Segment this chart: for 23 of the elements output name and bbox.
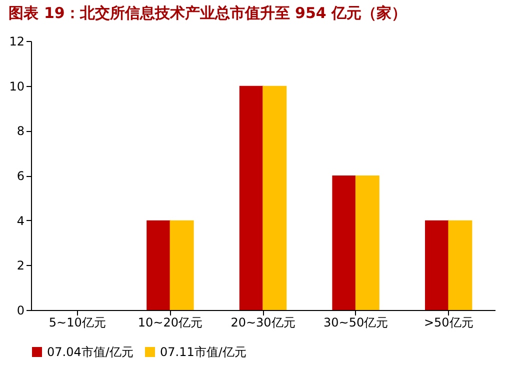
bar <box>239 86 264 310</box>
bar <box>332 176 356 310</box>
y-tick-label: 0 <box>16 304 24 318</box>
bar <box>262 86 287 310</box>
y-tick-label: 12 <box>9 34 24 48</box>
y-tick-label: 4 <box>16 214 24 228</box>
y-tick-label: 6 <box>16 169 24 183</box>
chart-title: 图表 19：北交所信息技术产业总市值升至 954 亿元（家） <box>8 4 407 22</box>
legend-label: 07.11市值/亿元 <box>160 345 246 359</box>
legend-label: 07.04市值/亿元 <box>47 345 134 359</box>
y-tick-label: 8 <box>16 124 24 138</box>
x-tick-label: 20~30亿元 <box>230 316 296 330</box>
bar <box>170 220 194 310</box>
x-tick-label: 5~10亿元 <box>48 316 106 330</box>
x-tick-label: >50亿元 <box>424 316 474 330</box>
bar <box>146 220 171 310</box>
x-tick-label: 30~50亿元 <box>324 316 388 330</box>
x-tick-label: 10~20亿元 <box>138 316 202 330</box>
y-tick-label: 10 <box>9 79 24 94</box>
bar <box>355 176 380 310</box>
bar <box>448 220 472 310</box>
bar <box>425 220 449 310</box>
y-tick-label: 2 <box>16 258 24 273</box>
